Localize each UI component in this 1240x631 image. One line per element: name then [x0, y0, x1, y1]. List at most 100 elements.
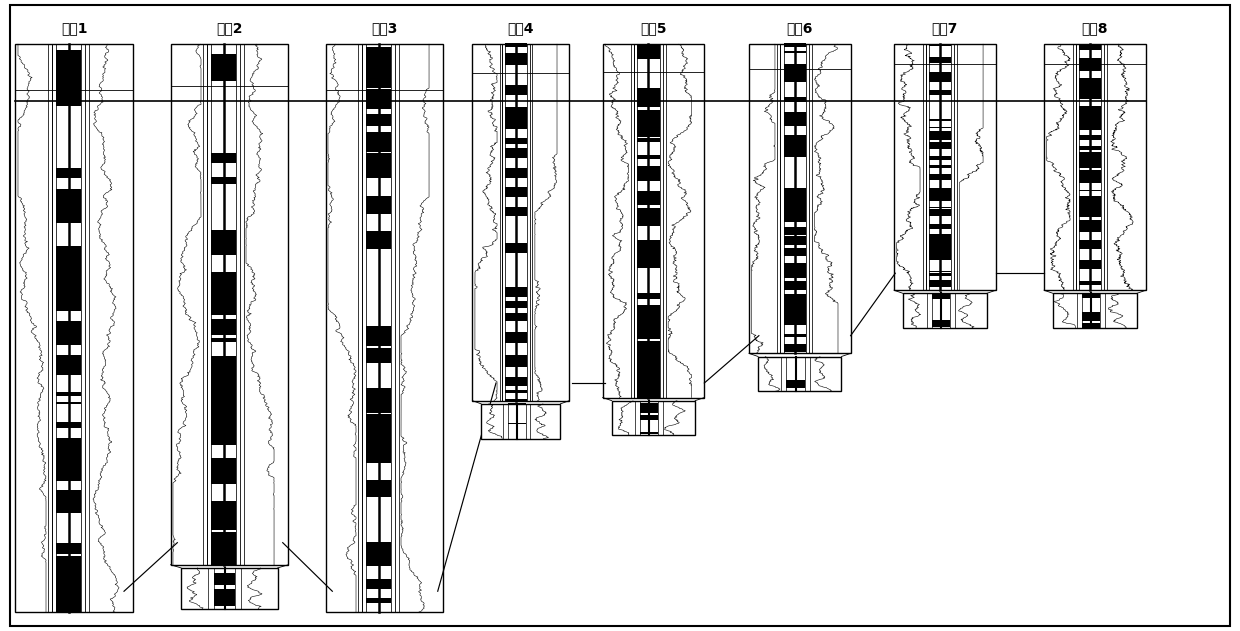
Bar: [366, 65, 392, 66]
Bar: [508, 403, 526, 404]
Bar: [211, 501, 237, 502]
Bar: [211, 324, 237, 325]
Bar: [56, 196, 82, 198]
Bar: [637, 195, 660, 196]
Bar: [56, 286, 82, 287]
Bar: [506, 306, 527, 307]
Bar: [366, 57, 392, 59]
Bar: [211, 428, 237, 429]
Bar: [784, 146, 806, 147]
Bar: [211, 240, 237, 242]
Bar: [211, 281, 237, 283]
Bar: [784, 200, 806, 201]
Bar: [366, 89, 392, 90]
Bar: [637, 373, 660, 374]
Bar: [366, 396, 392, 398]
Bar: [786, 387, 805, 388]
Bar: [366, 458, 392, 459]
Bar: [211, 435, 237, 436]
Bar: [784, 238, 806, 239]
Bar: [56, 95, 82, 96]
Bar: [637, 97, 660, 98]
Bar: [784, 240, 806, 241]
Bar: [56, 246, 82, 247]
Bar: [784, 112, 806, 113]
Bar: [366, 211, 392, 213]
Bar: [366, 456, 392, 457]
Bar: [56, 565, 82, 566]
Bar: [211, 414, 237, 415]
Bar: [784, 81, 806, 82]
Bar: [784, 237, 806, 238]
Bar: [637, 386, 660, 387]
Bar: [506, 361, 527, 362]
Bar: [637, 112, 660, 113]
Bar: [211, 340, 237, 341]
Bar: [784, 118, 806, 119]
Bar: [637, 141, 660, 142]
Bar: [784, 264, 806, 265]
Bar: [784, 283, 806, 284]
Bar: [215, 604, 236, 605]
Bar: [366, 427, 392, 428]
Bar: [637, 391, 660, 392]
Bar: [211, 394, 237, 395]
Bar: [56, 61, 82, 62]
Bar: [637, 260, 660, 261]
Bar: [56, 264, 82, 266]
Bar: [506, 125, 527, 126]
Bar: [211, 291, 237, 292]
Bar: [784, 44, 806, 45]
Bar: [637, 316, 660, 317]
Bar: [506, 215, 527, 216]
Bar: [366, 245, 392, 247]
Bar: [211, 179, 237, 180]
Bar: [637, 171, 660, 172]
Bar: [56, 253, 82, 254]
Bar: [56, 195, 82, 196]
Bar: [211, 156, 237, 157]
Bar: [784, 72, 806, 73]
Bar: [637, 376, 660, 377]
Bar: [784, 347, 806, 348]
Bar: [211, 359, 237, 360]
Bar: [211, 59, 237, 60]
Bar: [784, 303, 806, 304]
Bar: [366, 432, 392, 433]
Bar: [211, 509, 237, 510]
Bar: [784, 269, 806, 270]
Bar: [56, 506, 82, 507]
Bar: [56, 577, 82, 579]
Bar: [366, 77, 392, 78]
Bar: [211, 521, 237, 522]
Bar: [211, 242, 237, 243]
Bar: [506, 151, 527, 152]
Bar: [637, 295, 660, 297]
Bar: [211, 442, 237, 444]
Bar: [56, 255, 82, 256]
Bar: [211, 518, 237, 519]
Bar: [506, 86, 527, 87]
Bar: [211, 62, 237, 64]
Bar: [56, 216, 82, 217]
Bar: [366, 551, 392, 552]
Bar: [366, 209, 392, 210]
Bar: [366, 394, 392, 395]
Bar: [211, 502, 237, 503]
Bar: [56, 209, 82, 210]
Bar: [366, 354, 392, 355]
Bar: [366, 99, 392, 100]
Bar: [506, 187, 527, 189]
Bar: [56, 599, 82, 601]
Bar: [56, 362, 82, 363]
Bar: [784, 142, 806, 143]
Bar: [211, 439, 237, 440]
Bar: [56, 177, 82, 178]
Bar: [211, 79, 237, 80]
Bar: [366, 74, 392, 75]
Bar: [56, 274, 82, 275]
Bar: [506, 169, 527, 170]
Bar: [1081, 295, 1100, 296]
Bar: [784, 243, 806, 244]
Bar: [56, 290, 82, 291]
